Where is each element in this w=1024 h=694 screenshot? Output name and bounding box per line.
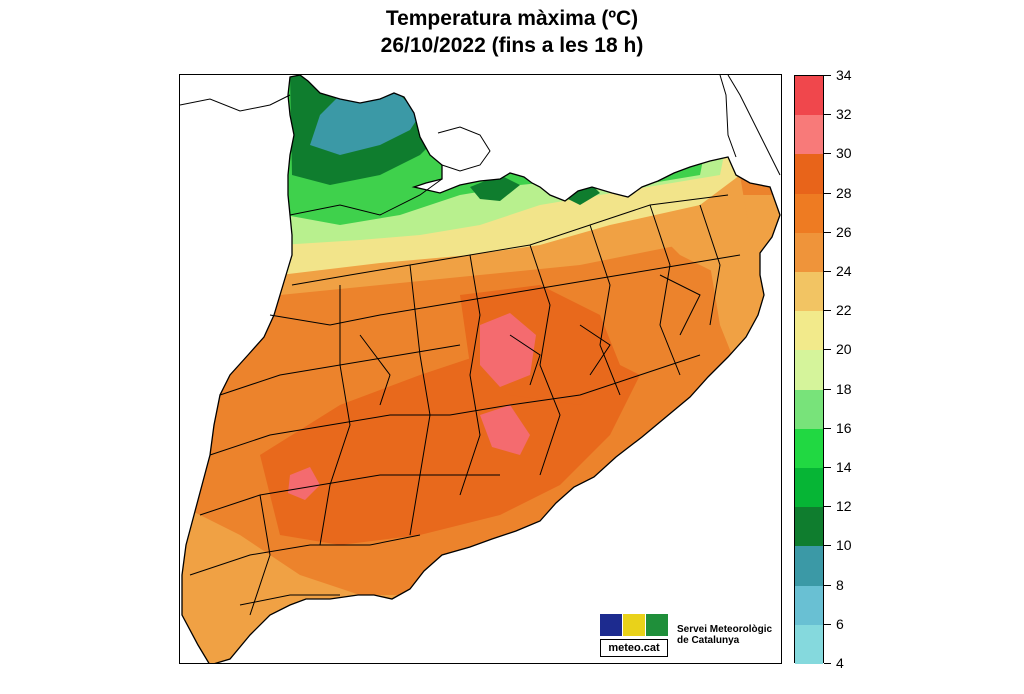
zone-pyrenees-east2 — [560, 183, 600, 205]
catalonia-map-svg — [180, 75, 781, 663]
legend-swatch — [795, 585, 823, 626]
zone-hot-south — [480, 405, 530, 455]
legend-tick — [824, 467, 831, 468]
border-14 — [269, 254, 741, 326]
legend-swatch — [795, 507, 823, 547]
legend-label: 4 — [836, 655, 844, 671]
zone-pyrenees-east — [470, 175, 520, 201]
legend-label: 12 — [836, 498, 852, 515]
org-name-line2: de Catalunya — [677, 635, 740, 646]
border-15 — [239, 594, 340, 606]
border-11 — [589, 224, 621, 396]
legend-tick — [824, 114, 831, 116]
border-4 — [209, 354, 701, 456]
color-legend — [794, 75, 824, 665]
legend-swatch — [795, 468, 823, 508]
legend-label: 32 — [836, 106, 852, 123]
legend-label: 20 — [836, 341, 852, 358]
logo-green-cell — [646, 614, 668, 636]
border-andorra — [437, 126, 491, 172]
legend-tick — [824, 271, 831, 272]
zone-pyrenees-high — [310, 85, 420, 155]
legend-tick — [824, 388, 831, 390]
border-north-east — [719, 75, 737, 158]
zone-hot-central — [480, 313, 536, 387]
legend-label: 26 — [836, 223, 852, 240]
border-7 — [319, 285, 351, 546]
border-2 — [291, 194, 729, 286]
legend-label: 30 — [836, 145, 852, 162]
legend-tick — [824, 310, 831, 312]
legend-tick — [824, 545, 831, 547]
border-6 — [189, 534, 421, 576]
org-name-line1: Servei Meteorològic — [677, 624, 773, 635]
legend-label: 16 — [836, 419, 852, 436]
legend-swatch — [795, 389, 823, 430]
border-19 — [579, 324, 611, 376]
border-8 — [409, 264, 431, 536]
comarca-borders — [181, 75, 781, 663]
border-16 — [249, 494, 271, 616]
border-18 — [509, 334, 541, 386]
legend-swatch — [795, 624, 823, 665]
legend-swatch — [795, 76, 823, 116]
logo-text: meteo.cat — [600, 639, 668, 657]
legend-tick — [824, 663, 831, 664]
legend-swatch — [795, 115, 823, 155]
legend-label: 6 — [836, 615, 844, 632]
map-subtitle: 26/10/2022 (fins a les 18 h) — [380, 34, 644, 57]
border-1 — [289, 178, 443, 216]
border-10 — [529, 244, 561, 476]
border-20 — [659, 274, 701, 336]
legend-tick — [824, 192, 831, 194]
legend-swatch — [795, 193, 823, 234]
legend-tick — [824, 153, 831, 155]
legend-swatch — [795, 350, 823, 391]
legend-tick — [824, 506, 831, 508]
legend-tick — [824, 427, 831, 429]
legend-swatch — [795, 546, 823, 587]
legend-tick — [824, 75, 831, 76]
legend-label: 8 — [836, 576, 844, 593]
legend-swatch — [795, 272, 823, 312]
temperature-map — [179, 74, 782, 664]
map-title: Temperatura màxima (ºC) — [385, 7, 639, 30]
legend-tick — [824, 623, 831, 625]
legend-label: 18 — [836, 380, 852, 397]
legend-label: 14 — [836, 459, 852, 475]
border-9 — [459, 254, 481, 496]
legend-swatch — [795, 311, 823, 351]
border-12 — [649, 204, 681, 376]
legend-tick — [824, 349, 831, 351]
zone-hot-west — [288, 467, 320, 500]
meteocat-logo — [600, 614, 670, 658]
legend-swatch — [795, 428, 823, 469]
legend-label: 10 — [836, 537, 852, 554]
legend-label: 22 — [836, 302, 852, 319]
legend-tick — [824, 584, 831, 586]
border-13 — [699, 204, 721, 326]
border-5 — [199, 474, 500, 516]
legend-tick — [824, 231, 831, 233]
border-france-andorra — [180, 94, 291, 112]
legend-label: 28 — [836, 184, 852, 201]
legend-swatch — [795, 154, 823, 195]
legend-label: 24 — [836, 263, 852, 279]
legend-swatch — [795, 232, 823, 273]
legend-label: 34 — [836, 67, 852, 83]
sun-icon — [623, 614, 645, 636]
border-17 — [359, 334, 391, 406]
border-east — [727, 75, 781, 176]
logo-blue-cell — [600, 614, 622, 636]
external-borders — [180, 75, 781, 176]
